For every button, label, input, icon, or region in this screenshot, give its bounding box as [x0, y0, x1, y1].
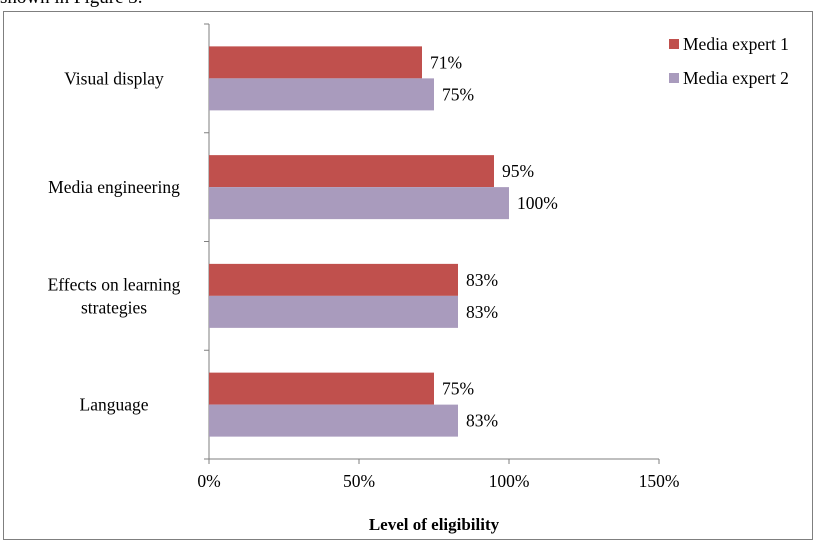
page-caption: shown in Figure 3. — [0, 0, 143, 9]
data-label: 75% — [442, 379, 474, 399]
data-label: 95% — [502, 161, 534, 181]
bar-1 — [209, 46, 422, 79]
x-tick-label: 100% — [489, 471, 530, 491]
x-tick-label: 150% — [639, 471, 680, 491]
data-label: 71% — [430, 52, 462, 72]
data-label: 83% — [466, 270, 498, 290]
legend-swatch — [669, 73, 679, 83]
category-label: Media engineering — [48, 177, 180, 197]
legend-label: Media expert 2 — [683, 68, 789, 88]
data-label: 83% — [466, 411, 498, 431]
data-label: 100% — [517, 193, 558, 213]
bar-1 — [209, 372, 434, 405]
bar-2 — [209, 187, 509, 220]
bar-1 — [209, 263, 458, 296]
bar-chart: 0% 50% 100% 150% Level of eligibility 71% 75% V… — [48, 23, 789, 534]
category-label: Effects on learning strategies — [48, 274, 181, 317]
legend-label: Media expert 1 — [683, 34, 789, 54]
bar-1 — [209, 155, 494, 188]
x-tick-label: 0% — [197, 471, 220, 491]
bar-2 — [209, 295, 458, 328]
data-label: 75% — [442, 84, 474, 104]
x-tick-label: 50% — [343, 471, 375, 491]
x-axis-title: Level of eligibility — [369, 515, 500, 534]
bar-2 — [209, 404, 458, 437]
chart-frame: 0% 50% 100% 150% Level of eligibility 71% 75% V… — [3, 11, 813, 540]
data-label: 83% — [466, 302, 498, 322]
category-label: Language — [80, 395, 149, 415]
category-label: Visual display — [64, 68, 164, 88]
bar-2 — [209, 78, 434, 111]
legend-swatch — [669, 39, 679, 49]
